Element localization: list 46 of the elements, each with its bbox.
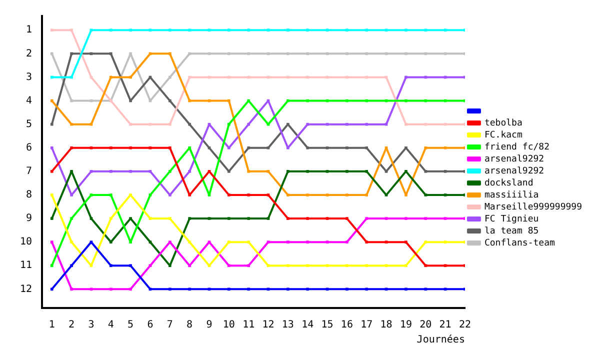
x-tick-label: 6 [147,320,154,331]
x-tick-label: 11 [242,320,255,331]
y-tick-label: 3 [26,72,32,83]
y-tick-label: 2 [26,48,32,60]
x-tick-label: 1 [48,320,55,331]
legend-label: arsenal9292 [484,166,544,176]
x-tick-label: 4 [108,320,114,331]
x-tick-label: 22 [458,320,471,331]
x-tick-label: 20 [420,320,432,331]
y-tick-label: 7 [26,166,32,178]
legend-label: massiiilia [484,190,539,200]
x-tick-label: 16 [340,320,353,331]
x-tick-label: 14 [302,320,314,331]
x-tick-label: 7 [166,320,173,331]
y-tick-label: 12 [20,284,32,295]
y-tick-label: 11 [20,260,32,272]
y-tick-label: 5 [26,118,32,130]
x-tick-label: 13 [282,320,294,331]
x-tick-label: 3 [88,320,94,331]
x-tick-label: 18 [380,320,392,331]
x-tick-label: 9 [206,320,212,331]
legend-label: docksland [484,178,534,188]
x-tick-label: 5 [128,320,134,331]
x-tick-label: 19 [400,320,412,331]
x-tick-label: 15 [321,320,334,331]
x-tick-label: 8 [186,320,193,331]
legend-label: tebolba [484,118,522,128]
x-tick-label: 10 [222,320,235,331]
legend-label: arsenal9292 [484,154,544,164]
y-tick-label: 8 [26,190,32,201]
y-tick-label: 9 [26,213,32,224]
legend-label: Conflans-team [484,238,555,248]
legend-label: friend fc/82 [484,142,550,152]
x-tick-label: 21 [439,320,452,331]
x-axis-title: Journées [416,334,465,346]
legend-label: FC Tignieu [484,214,539,224]
y-tick-label: 6 [26,142,32,154]
legend-label: la team 85 [484,226,539,236]
y-tick-label: 4 [26,95,32,106]
legend-label: FC.kacm [484,130,522,140]
x-tick-label: 17 [360,320,373,331]
y-tick-label: 1 [26,24,32,36]
x-tick-label: 2 [68,320,75,331]
legend-label: Marseille999999999 [484,202,582,212]
y-tick-label: 10 [20,236,32,248]
x-tick-label: 12 [262,320,274,331]
